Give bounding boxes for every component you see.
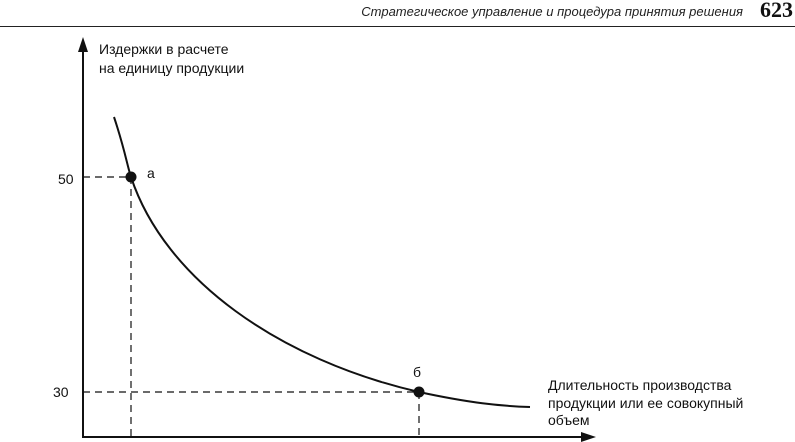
- y-axis-title: Издержки в расчете на единицу продукции: [99, 41, 244, 76]
- point-a-label: а: [147, 165, 155, 181]
- guide-lines: [83, 176, 420, 437]
- y-axis-arrow: [78, 37, 88, 52]
- x-axis-title-line-2: продукции или ее совокупный: [548, 395, 743, 411]
- y-axis-title-line-2: на единицу продукции: [99, 60, 244, 76]
- x-axis-arrow: [581, 432, 596, 442]
- y-tick-30: 30: [53, 384, 69, 400]
- y-axis-title-line-1: Издержки в расчете: [99, 41, 229, 57]
- x-axis-title-line-3: объем: [548, 412, 590, 428]
- point-a: [125, 171, 137, 183]
- point-b-label: б: [413, 364, 421, 380]
- page-header: Стратегическое управление и процедура пр…: [0, 0, 795, 27]
- running-title: Стратегическое управление и процедура пр…: [361, 4, 743, 19]
- page-number: 623: [760, 0, 793, 22]
- x-axis-title: Длительность производства продукции или …: [548, 377, 747, 428]
- point-b: [413, 386, 425, 398]
- x-axis-title-line-1: Длительность производства: [548, 377, 732, 393]
- y-tick-50: 50: [58, 171, 74, 187]
- cost-curve: [113, 116, 531, 408]
